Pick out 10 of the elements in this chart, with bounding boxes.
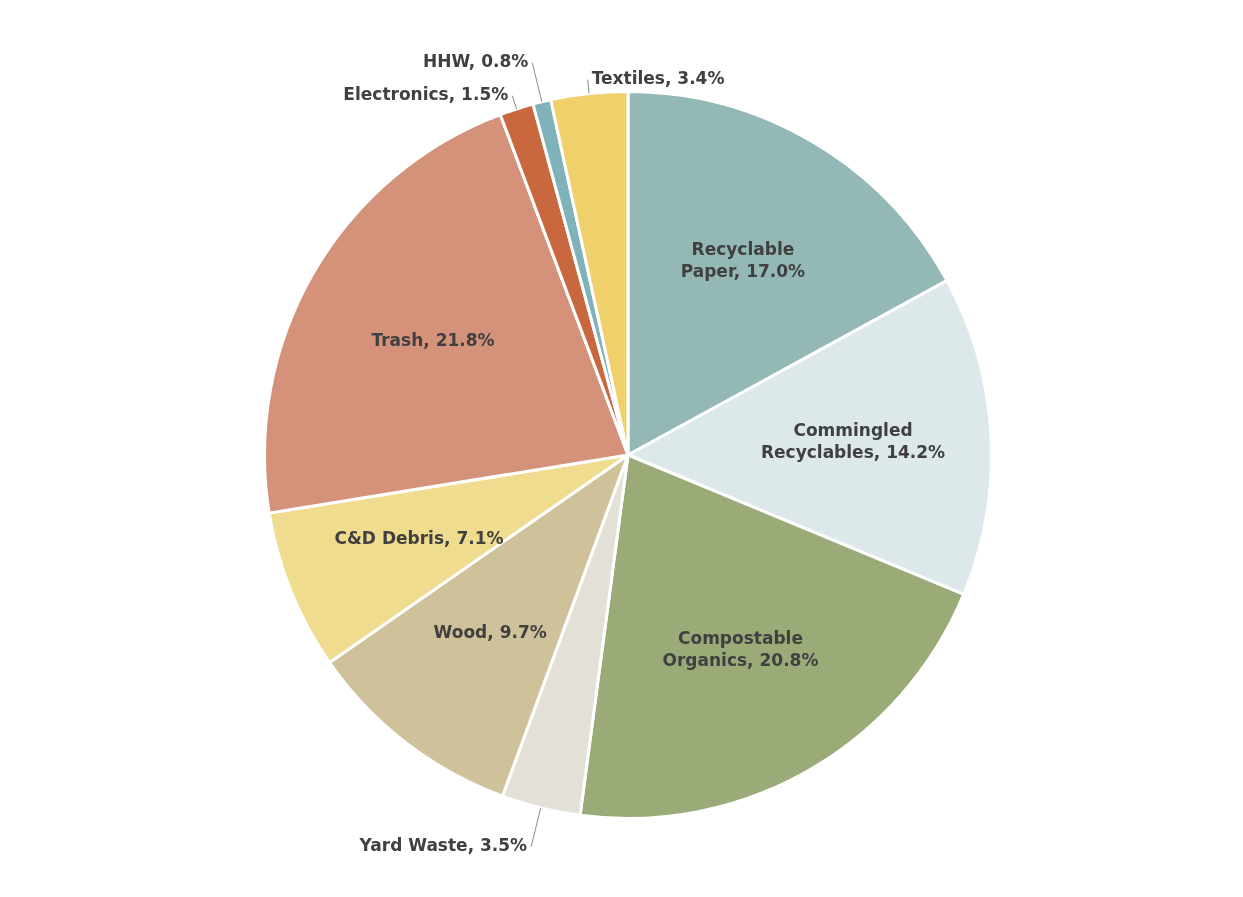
- slice-label: Compostable Organics, 20.8%: [662, 627, 819, 670]
- slice-label: Recyclable Paper, 17.0%: [680, 238, 806, 281]
- slice-label: C&D Debris, 7.1%: [334, 527, 504, 548]
- slice-label: Trash, 21.8%: [371, 330, 495, 351]
- slice-label: Yard Waste, 3.5%: [358, 835, 528, 856]
- slice-label: Textiles, 3.4%: [591, 68, 725, 89]
- slice-label: Commingled Recyclables, 14.2%: [760, 420, 946, 463]
- slice-label: Electronics, 1.5%: [343, 84, 509, 105]
- slice-label: Wood, 9.7%: [433, 621, 547, 642]
- slice-label: HHW, 0.8%: [423, 51, 529, 72]
